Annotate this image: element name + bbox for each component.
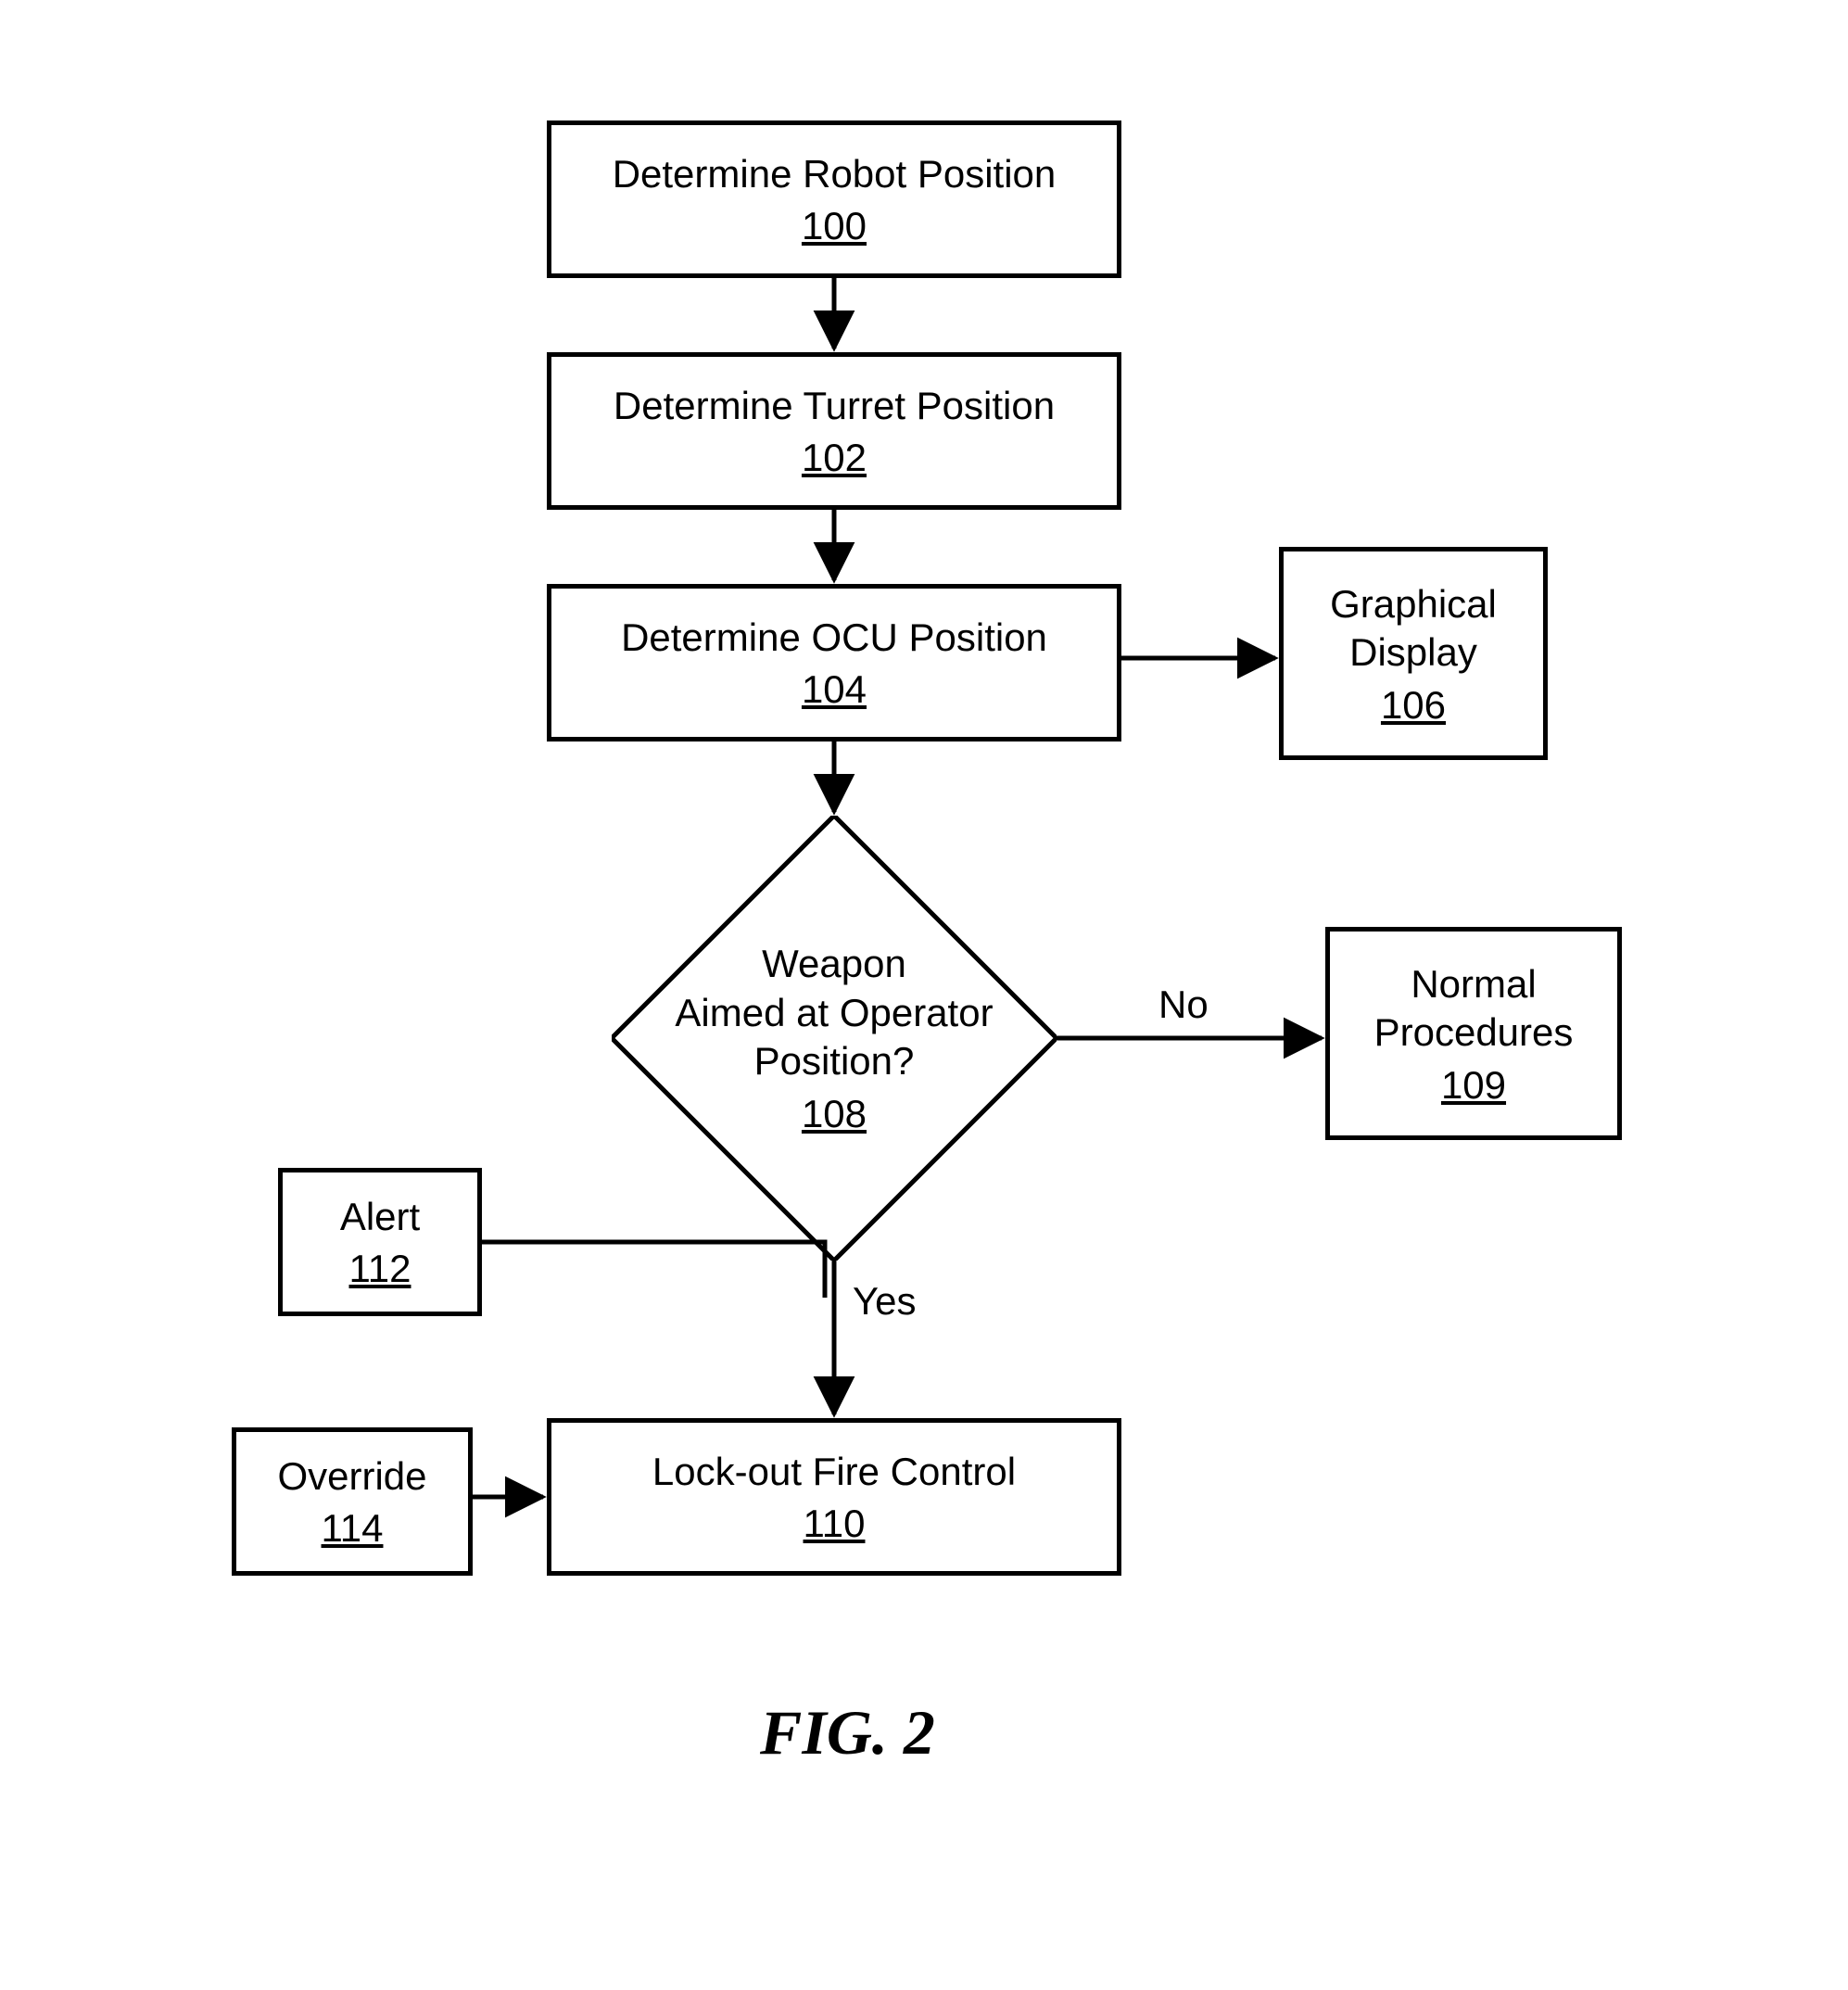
edge-label-no: No xyxy=(1158,982,1209,1027)
node-number: 110 xyxy=(804,1502,866,1546)
node-determine-ocu-position: Determine OCU Position 104 xyxy=(547,584,1121,741)
node-label: Override xyxy=(277,1452,426,1502)
node-weapon-aimed-decision: WeaponAimed at OperatorPosition? 108 xyxy=(612,816,1057,1261)
node-label: NormalProcedures xyxy=(1374,960,1574,1058)
node-number: 104 xyxy=(802,667,867,712)
node-label: Determine OCU Position xyxy=(621,614,1047,663)
node-lockout-fire-control: Lock-out Fire Control 110 xyxy=(547,1418,1121,1576)
node-determine-robot-position: Determine Robot Position 100 xyxy=(547,120,1121,278)
node-number: 108 xyxy=(802,1092,867,1136)
node-number: 106 xyxy=(1381,683,1446,728)
node-label: Determine Robot Position xyxy=(613,150,1057,199)
node-alert: Alert 112 xyxy=(278,1168,482,1316)
node-number: 102 xyxy=(802,436,867,480)
node-label: GraphicalDisplay xyxy=(1330,580,1497,678)
node-number: 100 xyxy=(802,204,867,248)
node-normal-procedures: NormalProcedures 109 xyxy=(1325,927,1622,1140)
node-number: 109 xyxy=(1441,1063,1506,1108)
figure-caption: FIG. 2 xyxy=(760,1696,935,1769)
node-label: WeaponAimed at OperatorPosition? xyxy=(619,940,1048,1086)
node-label: Determine Turret Position xyxy=(614,382,1055,431)
flowchart-canvas: Determine Robot Position 100 Determine T… xyxy=(0,0,1848,1990)
node-number: 114 xyxy=(322,1506,384,1551)
edge-label-yes: Yes xyxy=(853,1279,917,1324)
node-label: Alert xyxy=(340,1193,420,1242)
node-label: Lock-out Fire Control xyxy=(652,1448,1016,1497)
node-graphical-display: GraphicalDisplay 106 xyxy=(1279,547,1548,760)
node-number: 112 xyxy=(349,1247,411,1291)
node-override: Override 114 xyxy=(232,1427,473,1576)
node-determine-turret-position: Determine Turret Position 102 xyxy=(547,352,1121,510)
